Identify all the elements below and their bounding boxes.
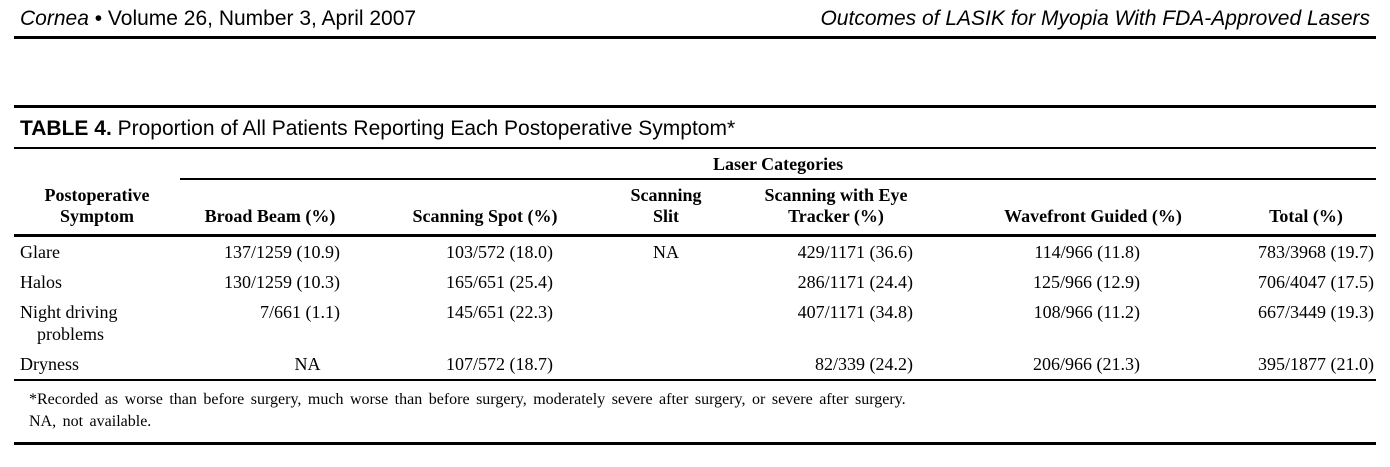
cell-eye-tracker: 82/339 (24.2) bbox=[722, 349, 950, 381]
cell-total: 706/4047 (17.5) bbox=[1258, 272, 1375, 292]
cell-wavefront: 206/966 (21.3) bbox=[950, 349, 1236, 381]
bottom-rule bbox=[14, 442, 1376, 445]
table-row-glare: Glare 137/1259 (10.9) 103/572 (18.0) NA … bbox=[14, 236, 1376, 268]
cell-symptom: Halos bbox=[20, 272, 62, 292]
running-head-article-title: Outcomes of LASIK for Myopia With FDA-Ap… bbox=[820, 7, 1370, 30]
group-header-row: Laser Categories bbox=[14, 149, 1377, 180]
cell-scanning-slit bbox=[610, 297, 722, 349]
column-header-row: Postoperative Symptom Broad Beam (%) Sca… bbox=[14, 179, 1377, 237]
table-row-night-driving: Night driving problems 7/661 (1.1) 145/6… bbox=[14, 297, 1376, 349]
running-head: Cornea • Volume 26, Number 3, April 2007… bbox=[14, 0, 1376, 39]
cell-eye-tracker: 429/1171 (36.6) bbox=[797, 242, 913, 262]
cell-symptom: Night driving problems bbox=[20, 302, 118, 344]
column-header-broad-beam: Broad Beam (%) bbox=[180, 179, 360, 237]
table-title: Proportion of All Patients Reporting Eac… bbox=[111, 117, 736, 140]
page-content: Cornea • Volume 26, Number 3, April 2007… bbox=[14, 0, 1377, 445]
cell-total: 667/3449 (19.3) bbox=[1258, 302, 1375, 322]
table-label: TABLE 4. bbox=[20, 117, 112, 140]
table-row-dryness: Dryness NA 107/572 (18.7) 82/339 (24.2) … bbox=[14, 349, 1377, 381]
cell-eye-tracker: 407/1171 (34.8) bbox=[797, 302, 913, 322]
cell-scanning-spot: 165/651 (25.4) bbox=[446, 272, 553, 292]
cell-total: 395/1877 (21.0) bbox=[1236, 349, 1377, 381]
cell-wavefront: 108/966 (11.2) bbox=[1033, 302, 1140, 322]
journal-issue: • Volume 26, Number 3, April 2007 bbox=[88, 7, 417, 30]
cell-scanning-spot: 103/572 (18.0) bbox=[446, 242, 553, 262]
group-header-laser-categories: Laser Categories bbox=[180, 149, 1377, 180]
symptom-table: Laser Categories Postoperative Symptom B… bbox=[14, 149, 1377, 381]
footnote-recorded-as: *Recorded as worse than before surgery, … bbox=[29, 391, 906, 408]
column-header-scanning-spot: Scanning Spot (%) bbox=[360, 179, 610, 237]
column-header-postoperative-symptom: Postoperative Symptom bbox=[14, 179, 180, 237]
column-header-eye-tracker: Scanning with Eye Tracker (%) bbox=[722, 179, 950, 237]
cell-broad-beam: 7/661 (1.1) bbox=[260, 302, 340, 322]
column-header-scanning-slit: Scanning Slit bbox=[610, 179, 722, 237]
table-block: TABLE 4. Proportion of All Patients Repo… bbox=[14, 105, 1377, 445]
running-head-journal: Cornea • Volume 26, Number 3, April 2007 bbox=[20, 7, 416, 31]
group-header-spacer bbox=[14, 149, 180, 179]
table-title-bar: TABLE 4. Proportion of All Patients Repo… bbox=[14, 105, 1376, 149]
column-header-total: Total (%) bbox=[1236, 179, 1377, 237]
column-header-wavefront-guided: Wavefront Guided (%) bbox=[950, 179, 1236, 237]
cell-symptom: Dryness bbox=[14, 349, 180, 381]
cell-wavefront: 125/966 (12.9) bbox=[1033, 272, 1140, 292]
table-footnotes: *Recorded as worse than before surgery, … bbox=[14, 389, 1376, 433]
cell-eye-tracker: 286/1171 (24.4) bbox=[797, 272, 913, 292]
cell-scanning-spot: 107/572 (18.7) bbox=[360, 349, 610, 381]
cell-broad-beam: 137/1259 (10.9) bbox=[224, 242, 340, 262]
footnote-na-definition: NA, not available. bbox=[29, 413, 152, 430]
table-row-halos: Halos 130/1259 (10.3) 165/651 (25.4) 286… bbox=[14, 267, 1376, 297]
cell-scanning-spot: 145/651 (22.3) bbox=[446, 302, 553, 322]
cell-symptom: Glare bbox=[20, 242, 60, 262]
cell-scanning-slit bbox=[610, 267, 722, 297]
cell-scanning-slit bbox=[610, 349, 722, 381]
journal-name: Cornea bbox=[20, 7, 89, 30]
cell-total: 783/3968 (19.7) bbox=[1258, 242, 1375, 262]
cell-wavefront: 114/966 (11.8) bbox=[1034, 242, 1140, 262]
cell-scanning-slit: NA bbox=[653, 242, 679, 262]
cell-broad-beam: 130/1259 (10.3) bbox=[224, 272, 340, 292]
cell-broad-beam: NA bbox=[180, 349, 360, 381]
